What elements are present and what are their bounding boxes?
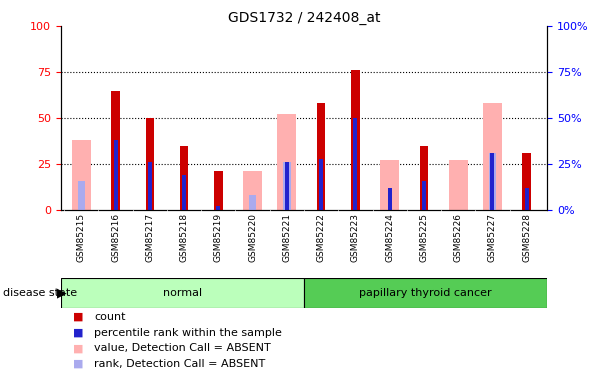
Text: ■: ■ [73,359,83,369]
Bar [422,181,426,210]
Bar [483,104,502,210]
Text: GSM85221: GSM85221 [282,213,291,262]
Text: value, Detection Call = ABSENT: value, Detection Call = ABSENT [94,344,271,353]
Text: ▶: ▶ [57,286,66,299]
Text: rank, Detection Call = ABSENT: rank, Detection Call = ABSENT [94,359,266,369]
Bar [180,146,188,210]
Text: GDS1732 / 242408_at: GDS1732 / 242408_at [228,11,380,25]
Text: GSM85217: GSM85217 [145,213,154,262]
Bar [319,159,323,210]
Text: GSM85228: GSM85228 [522,213,531,262]
Bar [145,118,154,210]
Text: count: count [94,312,126,322]
Bar [285,162,289,210]
Text: GSM85222: GSM85222 [317,213,326,262]
Text: GSM85216: GSM85216 [111,213,120,262]
Bar [216,206,221,210]
Bar [182,175,186,210]
Bar [304,278,547,308]
Text: GSM85225: GSM85225 [420,213,429,262]
Bar [351,70,360,210]
Bar [490,153,494,210]
Text: GSM85218: GSM85218 [179,213,188,262]
Text: GSM85220: GSM85220 [248,213,257,262]
Bar [111,91,120,210]
Bar [387,188,392,210]
Bar [380,160,399,210]
Text: ■: ■ [73,328,83,338]
Text: GSM85224: GSM85224 [385,213,394,262]
Bar [148,162,152,210]
Bar [72,140,91,210]
Text: GSM85223: GSM85223 [351,213,360,262]
Bar [522,153,531,210]
Bar [489,153,496,210]
Text: normal: normal [163,288,202,297]
Bar [317,104,325,210]
Bar [420,146,428,210]
Bar [353,118,358,210]
Bar [61,278,304,308]
Text: ■: ■ [73,344,83,353]
Bar [449,160,468,210]
Text: ■: ■ [73,312,83,322]
Bar [249,195,257,210]
Text: disease state: disease state [3,288,77,297]
Text: papillary thyroid cancer: papillary thyroid cancer [359,288,492,297]
Bar [283,162,291,210]
Bar [78,181,85,210]
Bar [214,171,223,210]
Text: GSM85227: GSM85227 [488,213,497,262]
Bar [114,140,118,210]
Bar [525,188,529,210]
Bar [243,171,262,210]
Text: GSM85226: GSM85226 [454,213,463,262]
Text: percentile rank within the sample: percentile rank within the sample [94,328,282,338]
Text: GSM85219: GSM85219 [214,213,223,262]
Text: GSM85215: GSM85215 [77,213,86,262]
Bar [277,114,296,210]
